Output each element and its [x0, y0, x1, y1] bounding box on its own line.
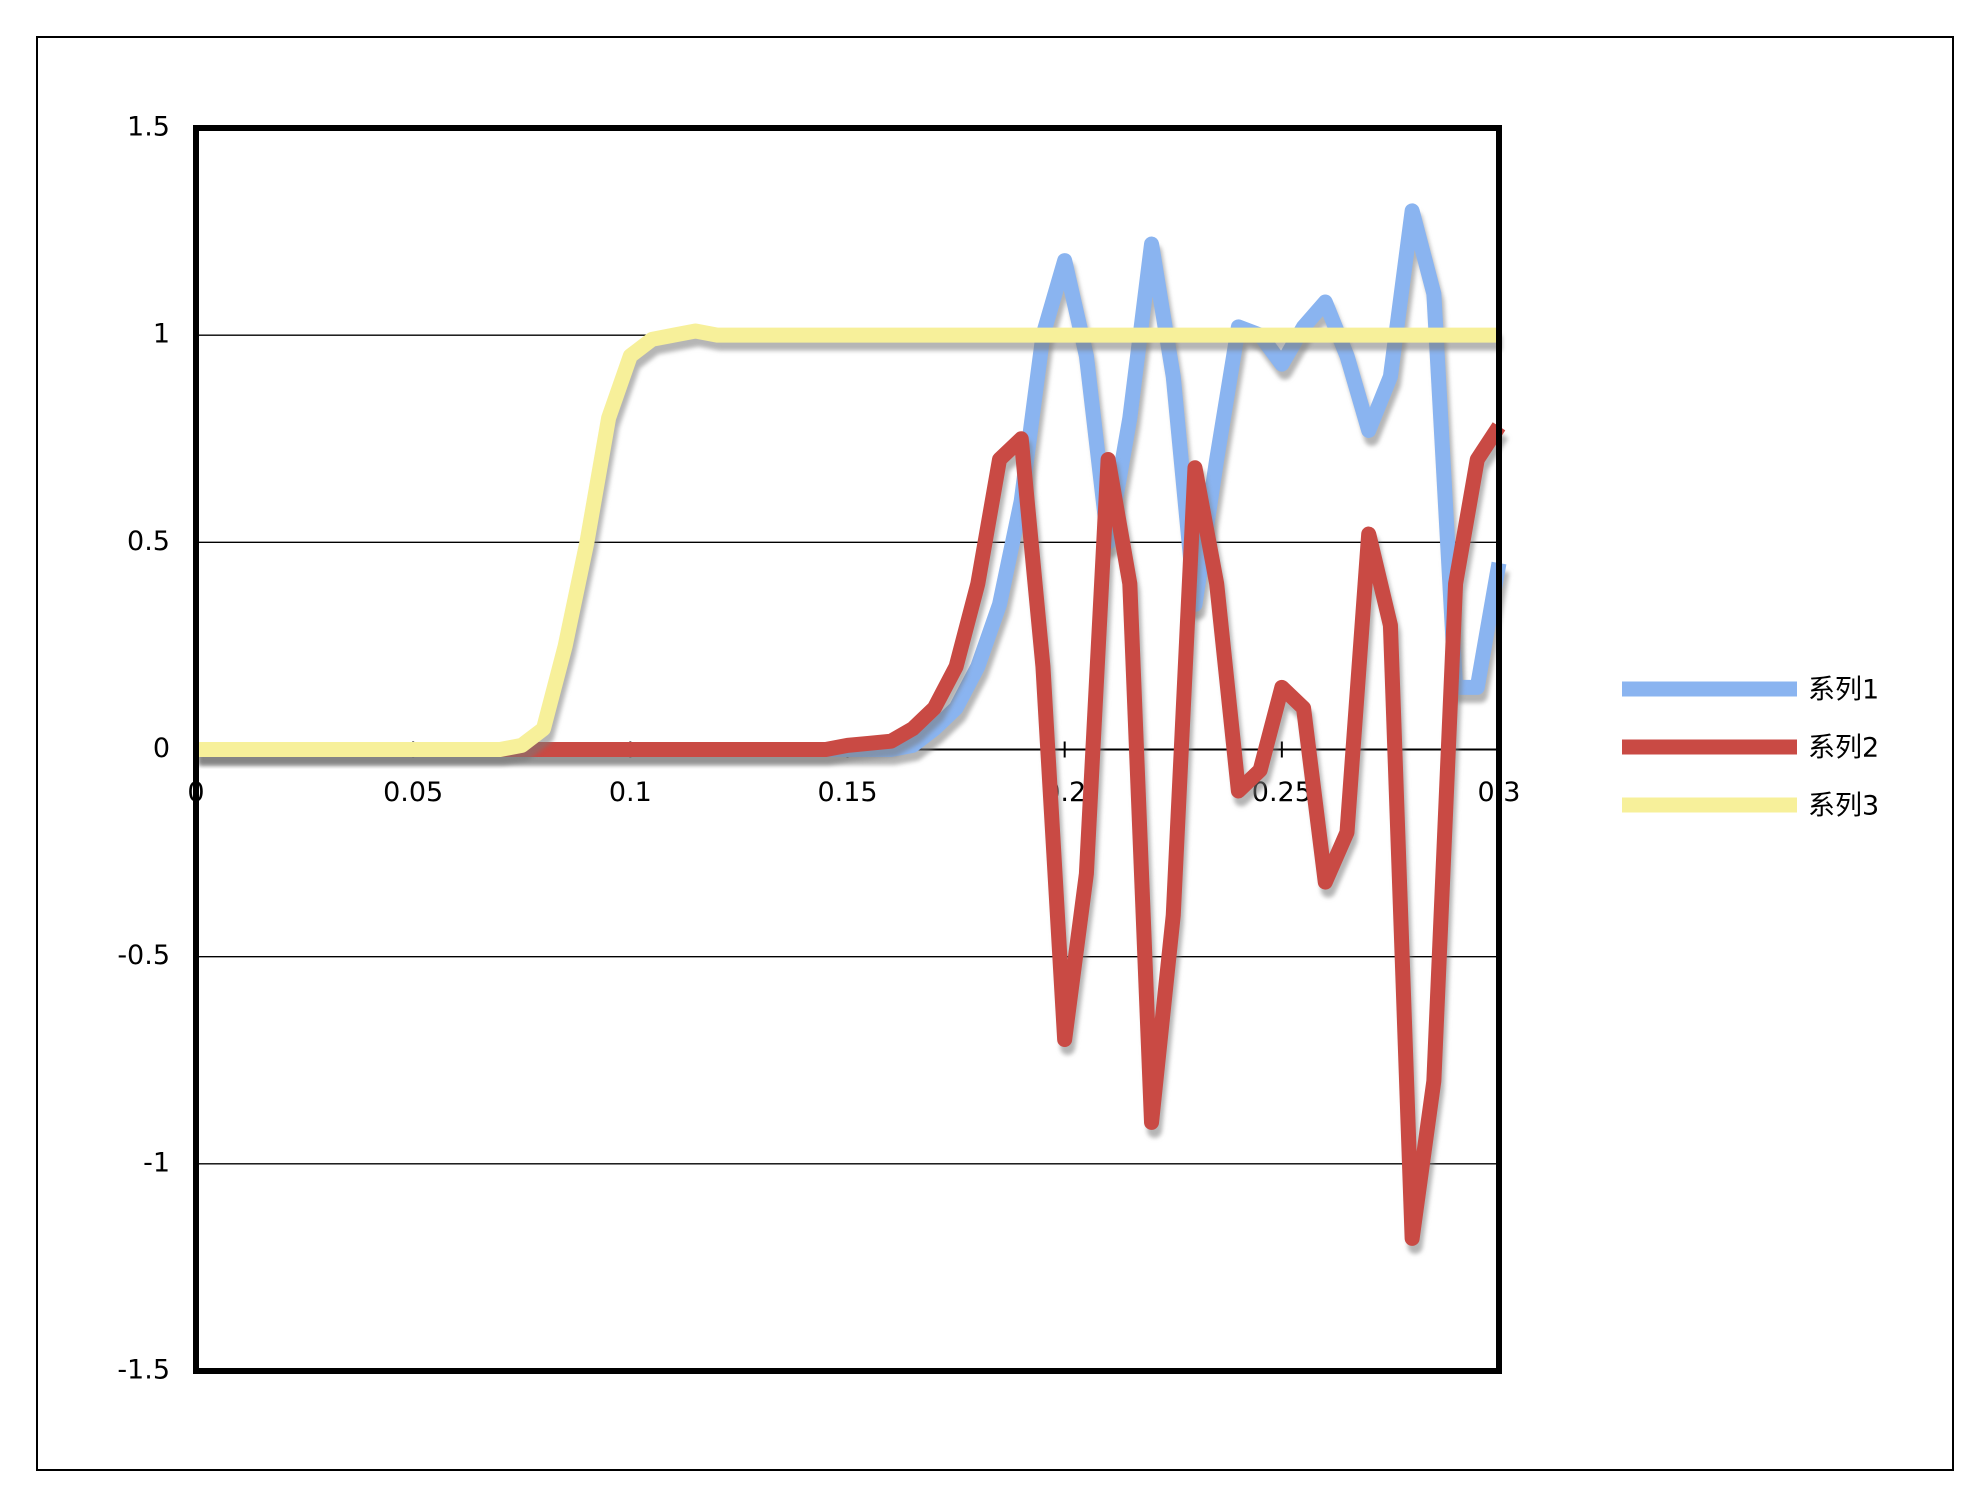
- y-tick-label: -0.5: [117, 940, 170, 971]
- y-tick-label: 1.5: [127, 112, 170, 143]
- legend-label: 系列3: [1808, 791, 1879, 822]
- y-tick-label: 0.5: [127, 526, 170, 557]
- y-tick-label: 1: [153, 319, 170, 350]
- x-tick-label: 0.25: [1252, 777, 1312, 808]
- legend-label: 系列2: [1808, 733, 1879, 764]
- x-tick-label: 0.15: [817, 777, 877, 808]
- y-tick-label: -1: [143, 1147, 170, 1178]
- y-tick-label: -1.5: [117, 1355, 170, 1386]
- plot-border: [193, 125, 1502, 1374]
- legend-label: 系列1: [1808, 675, 1879, 706]
- series-line: [196, 323, 1499, 757]
- x-tick-label: 0.1: [609, 777, 652, 808]
- y-tick-label: 0: [153, 733, 170, 764]
- x-tick-label: 0.05: [383, 777, 443, 808]
